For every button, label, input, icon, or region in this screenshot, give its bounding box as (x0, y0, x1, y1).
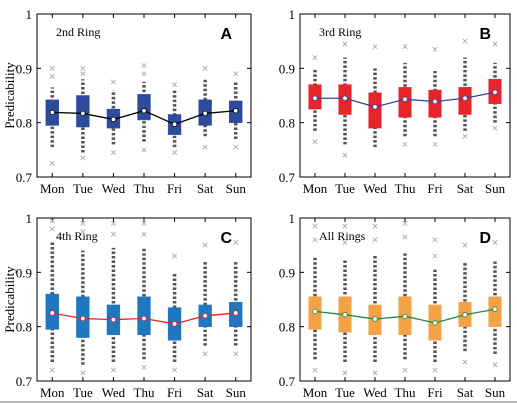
box-iqr (369, 93, 382, 128)
y-tick-label: 0.7 (16, 374, 33, 389)
x-tick-label: Sat (457, 181, 474, 196)
panel-title: 2nd Ring (56, 25, 100, 39)
median-point (373, 317, 378, 322)
median-point (111, 317, 116, 322)
y-tick-label: 0.9 (16, 61, 32, 76)
y-tick-label: 1 (289, 7, 296, 22)
x-tick-label: Fri (427, 181, 443, 196)
box-iqr (459, 87, 472, 114)
x-tick-label: Sun (485, 385, 506, 400)
median-point (463, 312, 468, 317)
x-tick-label: Mon (40, 181, 65, 196)
y-tick-label: 0.8 (279, 320, 295, 335)
box-iqr (138, 94, 151, 120)
y-tick-label: 1 (26, 7, 33, 22)
x-tick-label: Wed (102, 181, 126, 196)
median-point (233, 311, 238, 316)
median-point (81, 111, 86, 116)
box-iqr (399, 87, 412, 117)
y-tick-label: 0.7 (279, 170, 296, 185)
median-point (343, 312, 348, 317)
x-tick-label: Fri (167, 181, 183, 196)
x-tick-label: Tue (335, 181, 355, 196)
x-tick-label: Wed (102, 385, 126, 400)
median-point (463, 96, 468, 101)
median-point (81, 316, 86, 321)
y-tick-label: 0.9 (279, 265, 295, 280)
y-tick-label: 0.9 (279, 61, 295, 76)
x-tick-label: Tue (73, 385, 93, 400)
x-tick-label: Sat (197, 385, 214, 400)
x-tick-label: Thu (395, 385, 416, 400)
x-tick-label: Thu (134, 385, 155, 400)
x-tick-label: Wed (363, 385, 387, 400)
y-tick-label: 0.7 (279, 374, 296, 389)
median-point (50, 110, 55, 115)
x-tick-label: Sun (226, 385, 247, 400)
x-tick-label: Thu (395, 181, 416, 196)
x-tick-label: Mon (303, 181, 328, 196)
median-point (403, 97, 408, 102)
y-tick-label: 0.9 (16, 265, 32, 280)
x-tick-label: Mon (303, 385, 328, 400)
x-tick-label: Tue (73, 181, 93, 196)
median-point (203, 314, 208, 319)
y-axis-label: Predicability (2, 62, 17, 129)
median-point (142, 316, 147, 321)
median-point (493, 307, 498, 312)
median-point (50, 311, 55, 316)
median-point (172, 322, 177, 327)
x-tick-label: Sat (457, 385, 474, 400)
median-point (203, 111, 208, 116)
x-tick-label: Fri (427, 385, 443, 400)
y-tick-label: 1 (26, 211, 33, 226)
y-tick-label: 0.8 (16, 116, 32, 131)
panel-letter: B (479, 26, 491, 43)
median-point (433, 99, 438, 104)
x-tick-label: Thu (134, 181, 155, 196)
panel-title: All Rings (319, 229, 366, 243)
median-point (233, 108, 238, 113)
median-point (142, 108, 147, 113)
median-point (111, 117, 116, 122)
panel-letter: D (479, 230, 491, 247)
median-point (403, 314, 408, 319)
panel-letter: C (220, 230, 232, 247)
x-tick-label: Sat (197, 181, 214, 196)
median-point (343, 96, 348, 101)
box-iqr (138, 297, 151, 335)
median-point (373, 105, 378, 110)
x-tick-label: Mon (40, 385, 65, 400)
panel-title: 3rd Ring (319, 25, 361, 39)
y-tick-label: 0.8 (16, 320, 32, 335)
median-point (493, 90, 498, 95)
y-tick-label: 1 (289, 211, 296, 226)
x-tick-label: Wed (363, 181, 387, 196)
x-tick-label: Tue (335, 385, 355, 400)
x-tick-label: Sun (226, 181, 247, 196)
x-tick-label: Fri (167, 385, 183, 400)
panel-letter: A (220, 26, 232, 43)
median-point (313, 96, 318, 101)
y-tick-label: 0.7 (16, 170, 33, 185)
median-point (172, 122, 177, 127)
median-point (313, 309, 318, 314)
y-tick-label: 0.8 (279, 116, 295, 131)
panel-title: 4th Ring (56, 229, 98, 243)
median-point (433, 321, 438, 326)
x-tick-label: Sun (485, 181, 506, 196)
y-axis-label: Predicability (2, 266, 17, 333)
